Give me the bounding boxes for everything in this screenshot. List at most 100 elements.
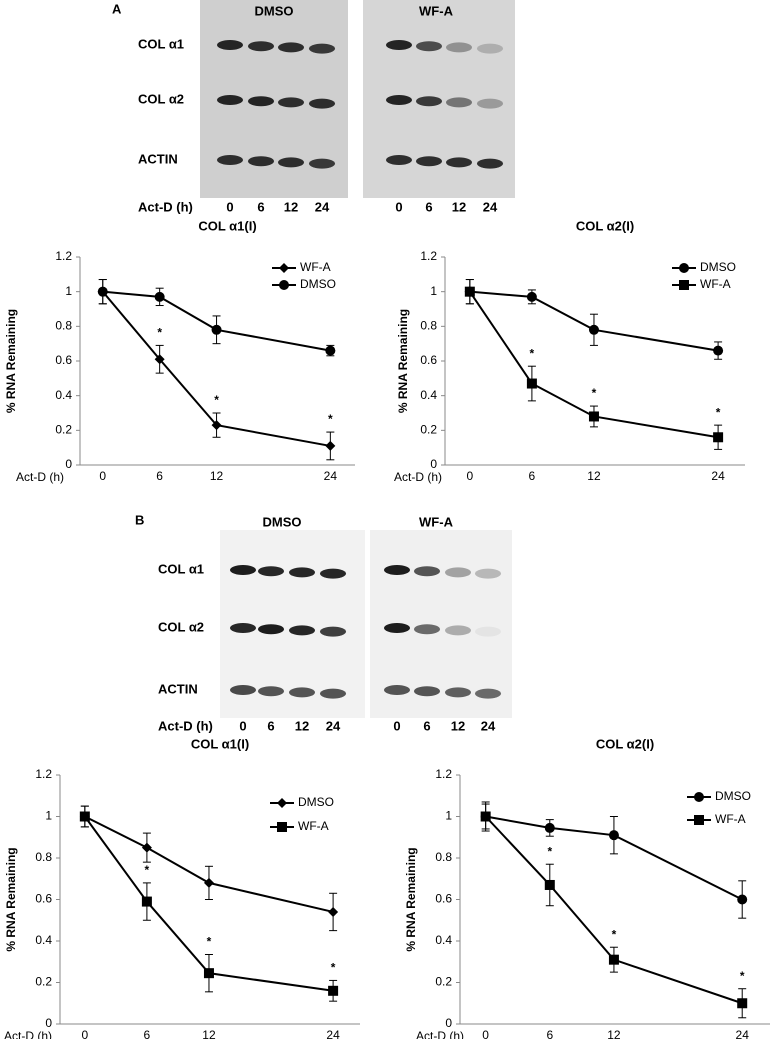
blot-band: [230, 685, 256, 695]
condition-label: WF-A: [419, 514, 454, 529]
y-tick-label: 1: [65, 284, 72, 298]
significance-mark: *: [530, 346, 535, 360]
time-label: 6: [267, 718, 274, 733]
time-label: 24: [483, 199, 498, 214]
significance-mark: *: [740, 969, 745, 983]
series-line: [84, 815, 334, 913]
data-point: [141, 842, 152, 853]
data-point: [328, 906, 339, 917]
chart: COL α2(I) 0 0.2 0.4 0.6 0.8 1 1.2 0 6 12 24 Act-D (h…: [394, 218, 745, 484]
blot-band: [475, 626, 501, 637]
y-tick-label: 0: [45, 1016, 52, 1030]
time-label: 0: [395, 199, 402, 214]
y-tick-label: 1.2: [435, 767, 452, 781]
significance-mark: *: [592, 386, 597, 400]
data-point: [737, 894, 748, 905]
data-point: [211, 420, 222, 431]
series-line: [468, 291, 719, 439]
blot-band: [230, 623, 256, 633]
x-axis-label: Act-D (h): [16, 470, 64, 484]
legend-marker: [694, 792, 704, 802]
significance-mark: *: [157, 326, 162, 340]
y-tick-label: 0: [65, 457, 72, 471]
blot-band: [475, 688, 501, 699]
time-label: 6: [257, 199, 264, 214]
blot-band: [258, 686, 284, 697]
y-tick-label: 0.8: [435, 850, 452, 864]
blot-band: [477, 98, 503, 109]
blot-band: [278, 97, 304, 108]
data-point: [141, 896, 152, 907]
y-tick-label: 0: [445, 1016, 452, 1030]
data-point: [526, 291, 537, 302]
blot-band: [230, 565, 256, 575]
blot-band: [320, 626, 346, 637]
significance-mark: *: [214, 393, 219, 407]
y-tick-label: 0.8: [35, 850, 52, 864]
data-point: [544, 879, 555, 890]
x-tick-label: 6: [546, 1028, 553, 1039]
blot-band: [416, 41, 442, 52]
blot-band: [477, 158, 503, 169]
blot-band: [309, 43, 335, 54]
blot-band: [320, 568, 346, 579]
blot-band: [475, 568, 501, 579]
blot-band: [445, 687, 471, 698]
chart-title: COL α1(I): [198, 218, 256, 233]
data-point: [608, 830, 619, 841]
y-axis-label: % RNA Remaining: [4, 847, 18, 951]
x-axis-label: Act-D (h): [394, 470, 442, 484]
data-point: [713, 432, 724, 443]
x-tick-label: 24: [326, 1028, 340, 1039]
legend-label: DMSO: [700, 260, 736, 274]
series-line: [102, 290, 331, 352]
time-label: 12: [295, 718, 309, 733]
row-label: ACTIN: [158, 681, 198, 696]
y-tick-label: 0.6: [435, 892, 452, 906]
legend-marker: [277, 822, 287, 832]
legend-label: DMSO: [298, 795, 334, 809]
blot-band: [258, 566, 284, 577]
series-line: [469, 290, 719, 352]
significance-mark: *: [612, 927, 617, 941]
blot-band: [384, 565, 410, 575]
data-point: [328, 985, 339, 996]
y-tick-label: 1.2: [55, 249, 72, 263]
row-label: COL α1: [138, 36, 184, 51]
time-axis-label: Act-D (h): [158, 718, 213, 733]
significance-mark: *: [716, 405, 721, 419]
significance-mark: *: [207, 935, 212, 949]
y-tick-label: 0.4: [35, 933, 52, 947]
blot-band: [278, 157, 304, 168]
y-tick-label: 0.8: [420, 319, 437, 333]
data-point: [203, 968, 214, 979]
row-label: COL α1: [158, 561, 204, 576]
blot-band: [386, 155, 412, 165]
time-label: 12: [284, 199, 298, 214]
data-point: [464, 286, 475, 297]
blot-band: [248, 96, 274, 107]
legend-marker: [279, 280, 289, 290]
data-point: [608, 954, 619, 965]
y-axis-label: % RNA Remaining: [404, 847, 418, 951]
blot-band: [248, 41, 274, 52]
blot-band: [384, 623, 410, 633]
y-tick-label: 0.4: [55, 388, 72, 402]
blot-band: [416, 96, 442, 107]
time-label: 6: [423, 718, 430, 733]
blot-band: [386, 95, 412, 105]
legend-marker: [279, 263, 289, 273]
blot-band: [320, 688, 346, 699]
series-line: [485, 815, 743, 901]
blot-band: [445, 625, 471, 636]
x-tick-label: 0: [99, 469, 106, 483]
row-label: ACTIN: [138, 151, 178, 166]
blot-band: [217, 155, 243, 165]
condition-label: DMSO: [263, 514, 302, 529]
panel-label: B: [135, 512, 144, 527]
y-tick-label: 0.6: [55, 353, 72, 367]
chart: COL α1(I) 0 0.2 0.4 0.6 0.8 1 1.2 0 6 12 24 Act-D (h…: [4, 218, 355, 484]
time-label: 0: [239, 718, 246, 733]
time-label: 24: [315, 199, 330, 214]
y-tick-label: 1.2: [420, 249, 437, 263]
